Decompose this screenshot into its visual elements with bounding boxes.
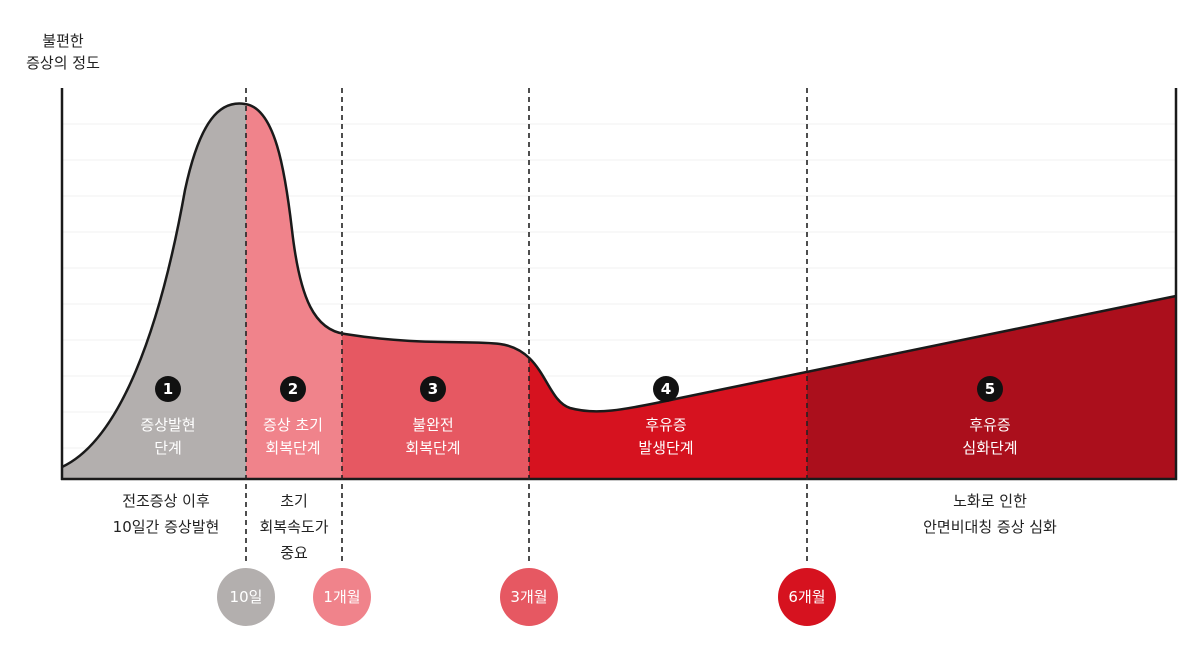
note-early-recovery-line3: 중요 bbox=[280, 544, 308, 562]
note-onset-line2: 10일간 증상발현 bbox=[112, 518, 220, 536]
milestone-dividers bbox=[245, 88, 808, 562]
phase-4-label: 후유증 발생단계 bbox=[638, 414, 693, 460]
milestone-6-months-bubble: 6개월 bbox=[778, 568, 836, 626]
phase-5-label-line2: 심화단계 bbox=[962, 439, 1018, 457]
phase-4-label-line2: 발생단계 bbox=[638, 439, 694, 457]
phase-1-number-badge: 1 bbox=[155, 376, 181, 402]
phase-3-label: 불완전 회복단계 bbox=[405, 414, 460, 460]
note-aging-line1: 노화로 인한 bbox=[953, 492, 1027, 510]
phase-2-label-line1: 증상 초기 bbox=[263, 416, 323, 434]
phase-2-label: 증상 초기 회복단계 bbox=[263, 414, 323, 460]
phase-1-label: 증상발현 단계 bbox=[140, 414, 195, 460]
milestone-3-months-bubble: 3개월 bbox=[500, 568, 558, 626]
note-early-recovery: 초기 회복속도가 중요 bbox=[259, 488, 328, 566]
milestone-1-month-bubble: 1개월 bbox=[313, 568, 371, 626]
note-early-recovery-line1: 초기 bbox=[280, 492, 308, 510]
phase-3-number-badge: 3 bbox=[420, 376, 446, 402]
milestone-10-days-bubble: 10일 bbox=[217, 568, 275, 626]
phase-5-number-badge: 5 bbox=[977, 376, 1003, 402]
note-onset-line1: 전조증상 이후 bbox=[122, 492, 210, 510]
phase-5-label-line1: 후유증 bbox=[969, 416, 1011, 434]
note-onset: 전조증상 이후 10일간 증상발현 bbox=[113, 488, 220, 540]
phase-3-label-line1: 불완전 bbox=[412, 416, 454, 434]
phase-2-number-badge: 2 bbox=[280, 376, 306, 402]
phase-4-label-line1: 후유증 bbox=[645, 416, 687, 434]
symptom-curve bbox=[61, 102, 1177, 469]
y-axis-label-line2: 증상의 정도 bbox=[26, 54, 100, 72]
y-axis-label-line1: 불편한 bbox=[42, 32, 84, 50]
note-aging-line2: 안면비대칭 증상 심화 bbox=[923, 518, 1057, 536]
note-aging: 노화로 인한 안면비대칭 증상 심화 bbox=[923, 488, 1057, 540]
phase-2-label-line2: 회복단계 bbox=[265, 439, 321, 457]
phase-5-label: 후유증 심화단계 bbox=[962, 414, 1017, 460]
phase-1-label-line2: 단계 bbox=[154, 439, 182, 457]
phase-3-label-line2: 회복단계 bbox=[405, 439, 461, 457]
phase-1-label-line1: 증상발현 bbox=[140, 416, 196, 434]
y-axis-label: 불편한 증상의 정도 bbox=[8, 30, 118, 74]
note-early-recovery-line2: 회복속도가 bbox=[259, 518, 329, 536]
phase-4-number-badge: 4 bbox=[653, 376, 679, 402]
